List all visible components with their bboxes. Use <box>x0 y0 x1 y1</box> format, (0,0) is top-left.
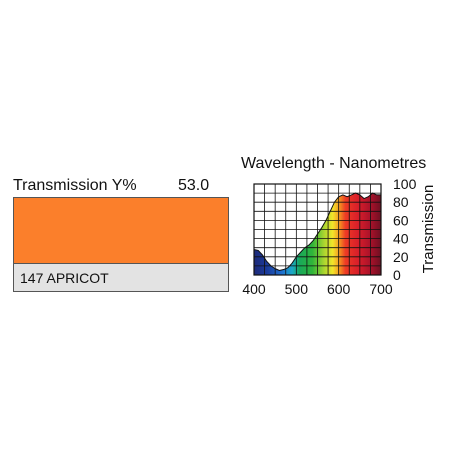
y-tick-label: 60 <box>393 212 409 228</box>
y-tick-label: 20 <box>393 249 409 265</box>
color-swatch <box>13 197 229 263</box>
x-tick-labels: 400 500 600 700 <box>242 281 393 297</box>
grid-lines <box>254 184 381 275</box>
plot-border <box>253 183 382 276</box>
y-tick-label: 80 <box>393 194 409 210</box>
filter-name-box: 147 APRICOT <box>13 263 229 292</box>
filter-name: 147 APRICOT <box>20 270 109 286</box>
x-tick-label: 500 <box>285 281 309 297</box>
y-tick-label: 0 <box>393 267 401 283</box>
y-tick-label: 40 <box>393 231 409 247</box>
transmission-label: Transmission Y% <box>13 177 137 194</box>
x-tick-label: 700 <box>369 281 393 297</box>
transmission-value: 53.0 <box>178 177 210 194</box>
chart-title: Wavelength - Nanometres <box>241 155 427 172</box>
y-tick-label: 100 <box>393 176 417 192</box>
y-axis-label: Transmission <box>420 185 437 274</box>
y-tick-labels: 0 20 40 60 80 100 <box>393 176 417 283</box>
x-tick-label: 600 <box>327 281 351 297</box>
x-tick-label: 400 <box>242 281 266 297</box>
